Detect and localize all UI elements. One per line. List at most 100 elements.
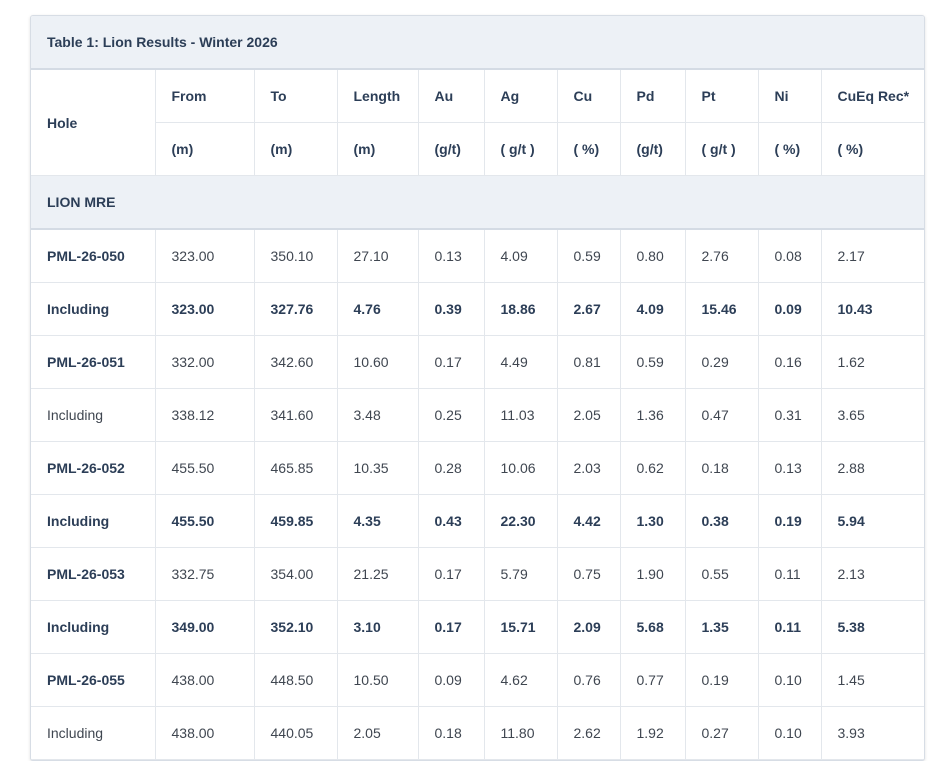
value-cell: 0.43	[418, 494, 485, 548]
value-cell: 0.39	[418, 282, 485, 336]
column-header: From	[155, 69, 255, 123]
hole-cell: Including	[31, 282, 156, 336]
value-cell: 27.10	[337, 229, 419, 283]
value-cell: 1.36	[620, 388, 686, 442]
value-cell: 15.71	[484, 600, 558, 654]
column-unit: (m)	[155, 122, 255, 176]
value-cell: 459.85	[254, 494, 338, 548]
table-row: PML-26-051 332.00 342.60 10.60 0.17 4.49 0.81 0…	[31, 335, 924, 389]
value-cell: 0.17	[418, 547, 485, 601]
column-unit: ( g/t )	[484, 122, 558, 176]
value-cell: 5.38	[821, 600, 924, 654]
value-cell: 0.25	[418, 388, 485, 442]
value-cell: 0.16	[758, 335, 822, 389]
column-unit: (m)	[254, 122, 338, 176]
value-cell: 11.80	[484, 706, 558, 760]
value-cell: 342.60	[254, 335, 338, 389]
hole-cell: PML-26-055	[31, 653, 156, 707]
value-cell: 465.85	[254, 441, 338, 495]
value-cell: 4.09	[620, 282, 686, 336]
column-unit: (g/t)	[418, 122, 485, 176]
table-row: Including 349.00 352.10 3.10 0.17 15.71 2.09 5.…	[31, 600, 924, 654]
value-cell: 0.29	[685, 335, 759, 389]
value-cell: 3.93	[821, 706, 924, 760]
value-cell: 323.00	[155, 282, 255, 336]
value-cell: 0.59	[620, 335, 686, 389]
value-cell: 5.94	[821, 494, 924, 548]
hole-header: Hole	[31, 69, 156, 176]
value-cell: 0.28	[418, 441, 485, 495]
value-cell: 0.75	[557, 547, 621, 601]
value-cell: 0.31	[758, 388, 822, 442]
value-cell: 0.10	[758, 706, 822, 760]
value-cell: 3.10	[337, 600, 419, 654]
value-cell: 440.05	[254, 706, 338, 760]
column-header: Au	[418, 69, 485, 123]
hole-cell: Including	[31, 600, 156, 654]
value-cell: 22.30	[484, 494, 558, 548]
value-cell: 0.13	[418, 229, 485, 283]
value-cell: 4.76	[337, 282, 419, 336]
hole-cell: Including	[31, 706, 156, 760]
value-cell: 455.50	[155, 494, 255, 548]
value-cell: 5.68	[620, 600, 686, 654]
value-cell: 10.35	[337, 441, 419, 495]
value-cell: 5.79	[484, 547, 558, 601]
table-row: PML-26-053 332.75 354.00 21.25 0.17 5.79 0.75 1…	[31, 547, 924, 601]
value-cell: 2.88	[821, 441, 924, 495]
value-cell: 0.10	[758, 653, 822, 707]
value-cell: 15.46	[685, 282, 759, 336]
value-cell: 1.35	[685, 600, 759, 654]
value-cell: 354.00	[254, 547, 338, 601]
table-title: Table 1: Lion Results - Winter 2026	[31, 16, 924, 70]
value-cell: 0.17	[418, 600, 485, 654]
value-cell: 1.92	[620, 706, 686, 760]
value-cell: 0.77	[620, 653, 686, 707]
value-cell: 0.81	[557, 335, 621, 389]
value-cell: 0.80	[620, 229, 686, 283]
table-row: Including 438.00 440.05 2.05 0.18 11.80 2.62 1.…	[31, 706, 924, 760]
value-cell: 2.62	[557, 706, 621, 760]
value-cell: 4.62	[484, 653, 558, 707]
column-header: Pt	[685, 69, 759, 123]
value-cell: 0.55	[685, 547, 759, 601]
value-cell: 2.05	[337, 706, 419, 760]
value-cell: 349.00	[155, 600, 255, 654]
value-cell: 1.30	[620, 494, 686, 548]
value-cell: 448.50	[254, 653, 338, 707]
value-cell: 332.00	[155, 335, 255, 389]
column-header: To	[254, 69, 338, 123]
value-cell: 0.11	[758, 547, 822, 601]
value-cell: 2.67	[557, 282, 621, 336]
column-header: CuEq Rec*	[821, 69, 924, 123]
value-cell: 2.76	[685, 229, 759, 283]
value-cell: 3.65	[821, 388, 924, 442]
table-row: Including 338.12 341.60 3.48 0.25 11.03 2.05 1.…	[31, 388, 924, 442]
column-header: Cu	[557, 69, 621, 123]
value-cell: 0.13	[758, 441, 822, 495]
value-cell: 0.18	[685, 441, 759, 495]
value-cell: 2.05	[557, 388, 621, 442]
hole-cell: PML-26-051	[31, 335, 156, 389]
results-table: Table 1: Lion Results - Winter 2026 Hole…	[31, 16, 924, 760]
value-cell: 1.45	[821, 653, 924, 707]
value-cell: 21.25	[337, 547, 419, 601]
value-cell: 4.09	[484, 229, 558, 283]
column-unit: ( %)	[557, 122, 621, 176]
value-cell: 10.50	[337, 653, 419, 707]
value-cell: 0.62	[620, 441, 686, 495]
value-cell: 2.09	[557, 600, 621, 654]
value-cell: 438.00	[155, 653, 255, 707]
value-cell: 10.43	[821, 282, 924, 336]
value-cell: 0.09	[758, 282, 822, 336]
value-cell: 0.47	[685, 388, 759, 442]
value-cell: 2.17	[821, 229, 924, 283]
value-cell: 4.42	[557, 494, 621, 548]
value-cell: 338.12	[155, 388, 255, 442]
value-cell: 10.06	[484, 441, 558, 495]
value-cell: 0.11	[758, 600, 822, 654]
table-row: PML-26-050 323.00 350.10 27.10 0.13 4.09 0.59 0…	[31, 229, 924, 283]
hole-cell: PML-26-050	[31, 229, 156, 283]
value-cell: 332.75	[155, 547, 255, 601]
column-unit: (m)	[337, 122, 419, 176]
